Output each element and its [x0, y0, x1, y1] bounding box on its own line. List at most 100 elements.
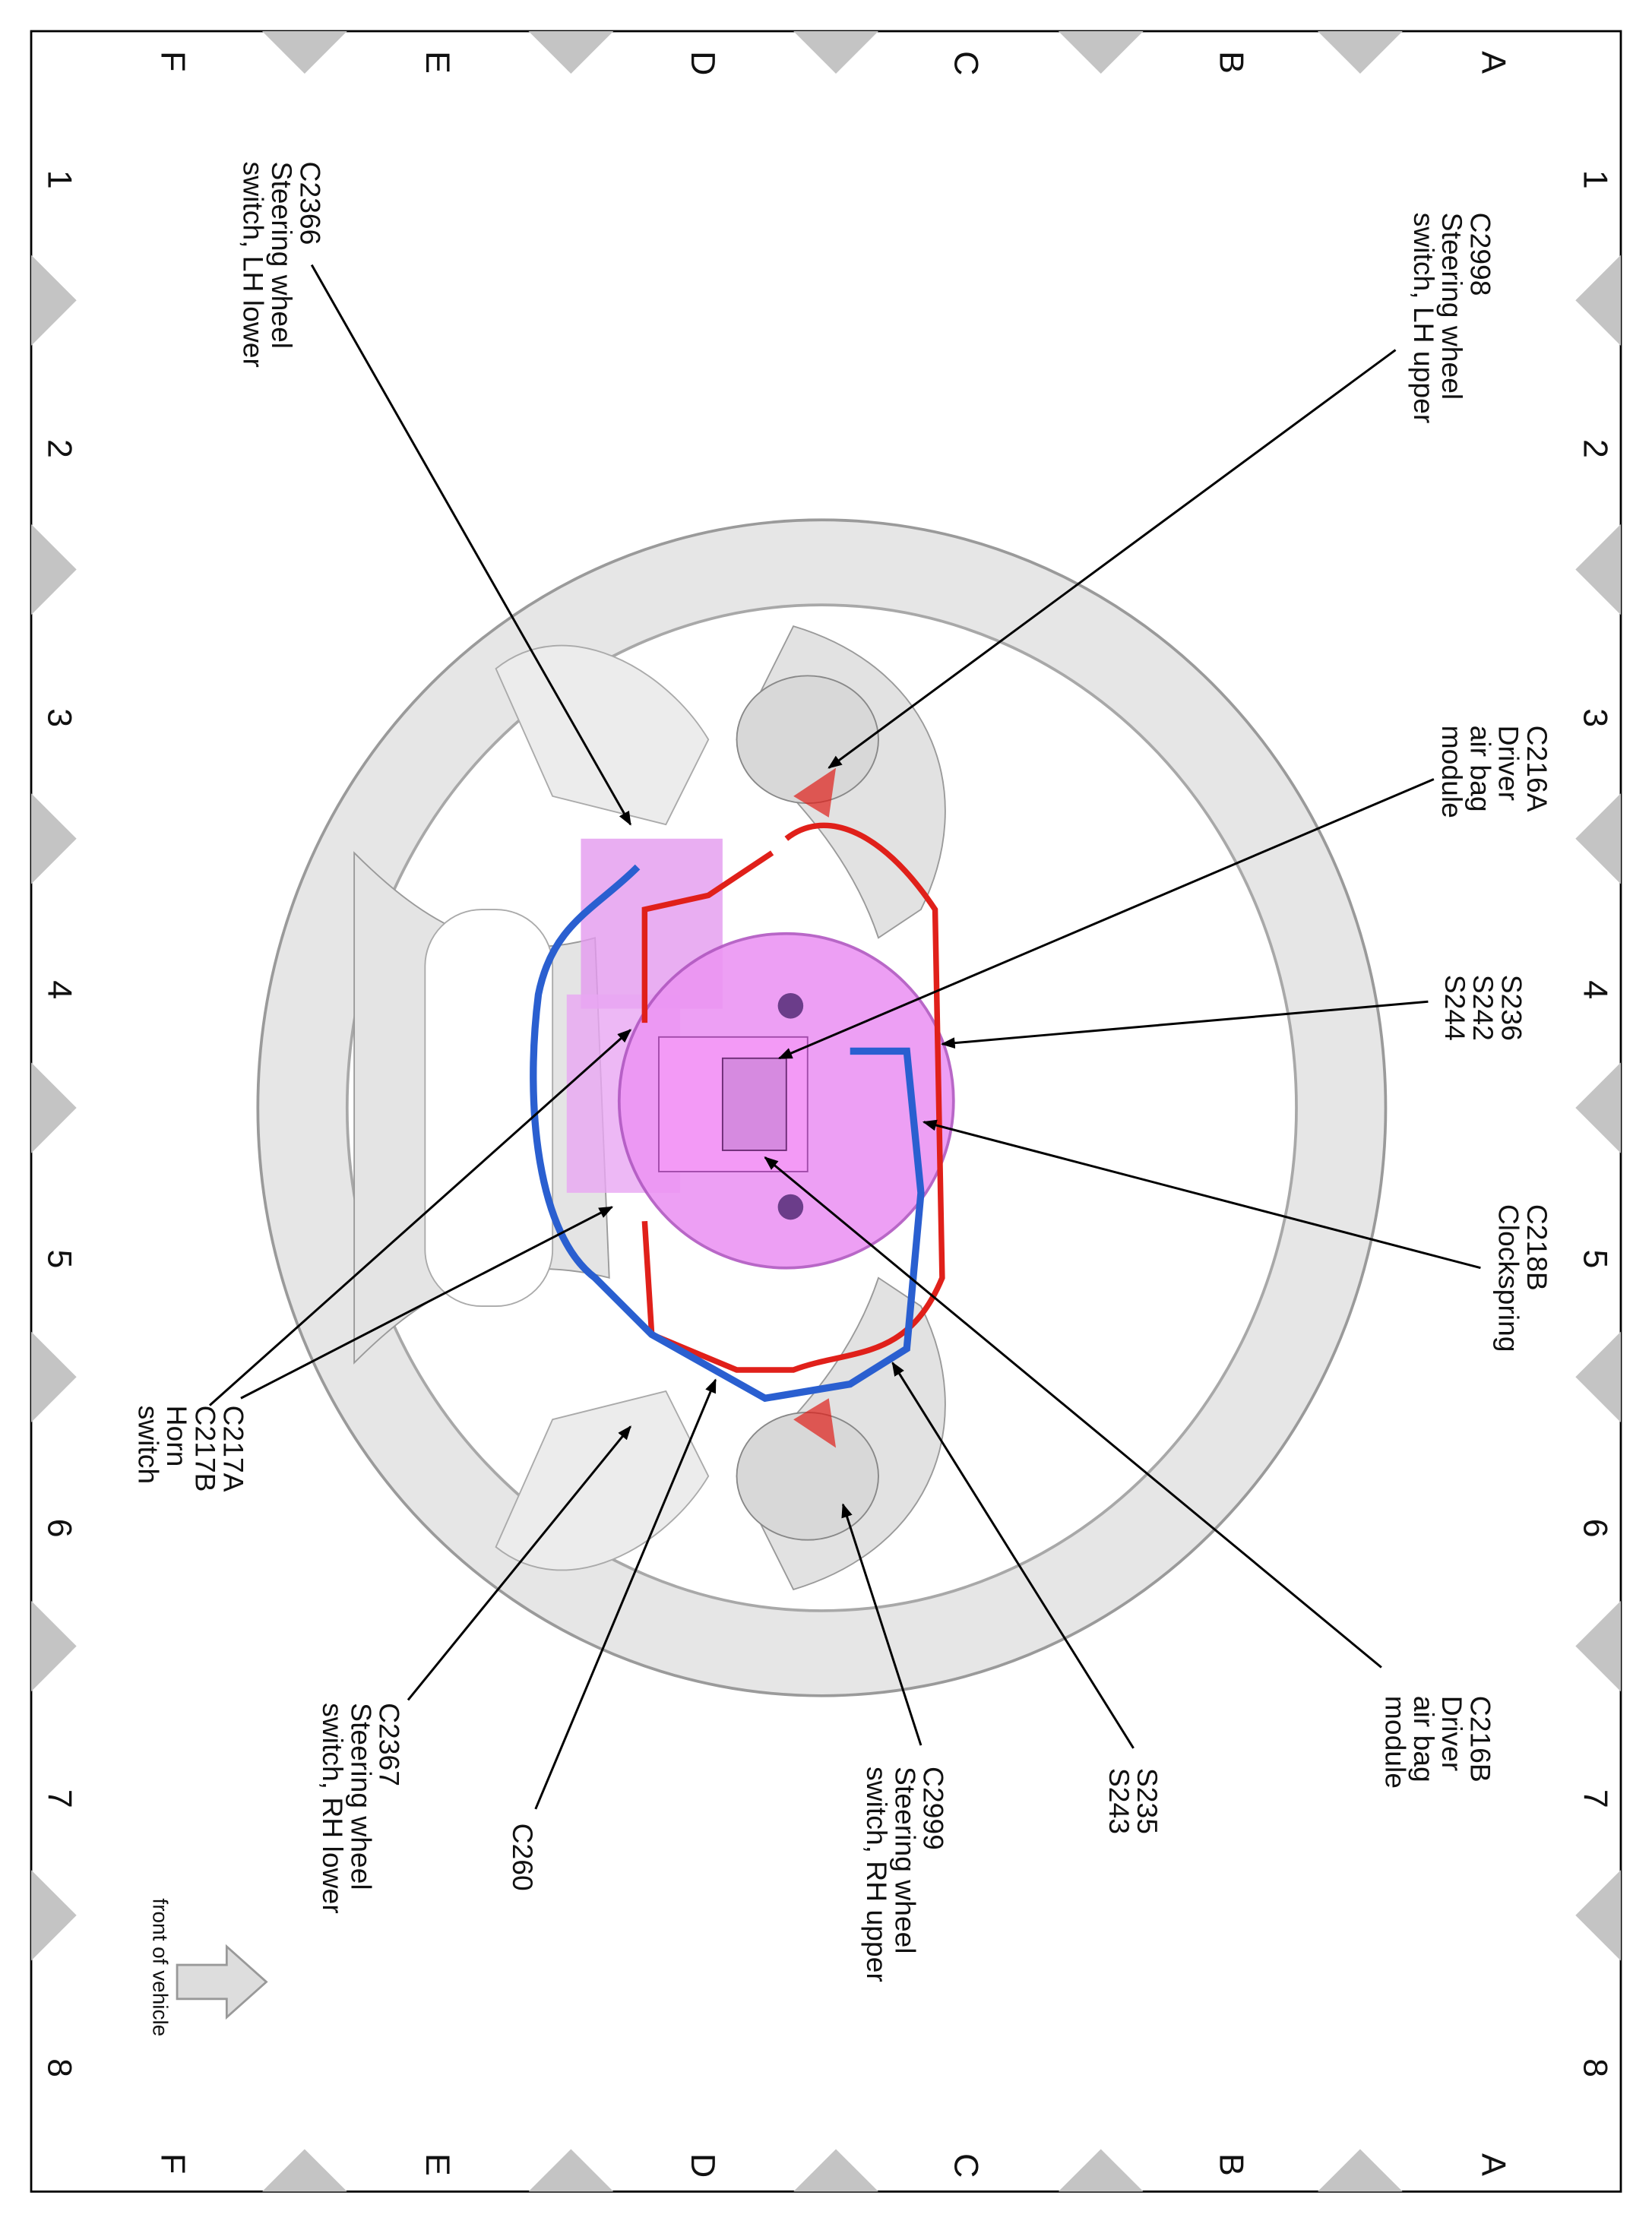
callout-line: C216A [1521, 726, 1553, 812]
grid-marker [31, 1331, 77, 1422]
grid-column-label: 8 [40, 2058, 78, 2077]
grid-marker [1575, 1600, 1621, 1692]
callout-line: air bag [1408, 1696, 1440, 1783]
grid-marker [1575, 1331, 1621, 1422]
grid-row-label: E [419, 51, 457, 74]
callout-line: S235 [1131, 1768, 1163, 1834]
callout-line: switch, RH upper [861, 1767, 893, 1982]
grid-marker [1575, 1062, 1621, 1153]
grid-column-label: 1 [1577, 170, 1615, 189]
grid-row-label: D [684, 2153, 722, 2178]
grid-markers [31, 31, 1621, 2192]
callout-line: C2366 [294, 162, 326, 245]
callout-line: C217B [189, 1406, 221, 1492]
callout-line: Steering wheel [889, 1767, 921, 1954]
grid-marker [793, 31, 878, 74]
callout-c2998: C2998 Steering wheel switch, LH upper [1408, 213, 1497, 424]
callout-c260: C260 [507, 1824, 539, 1891]
grid-marker [1575, 1870, 1621, 1961]
callout-c2999: C2999 Steering wheel switch, RH upper [861, 1767, 950, 1982]
grid-row-label: C [948, 2153, 986, 2178]
front-of-vehicle-indicator: front of vehicle [148, 1898, 268, 2036]
callout-line: Clockspring [1493, 1204, 1525, 1352]
callout-line: module [1379, 1696, 1411, 1789]
grid-column-label: 7 [1577, 1789, 1615, 1808]
grid-row-label: F [154, 51, 192, 71]
grid-marker [528, 2149, 614, 2192]
callout-c2366: C2366 Steering wheel switch, LH lower [238, 162, 327, 368]
callout-line: C217A [218, 1406, 250, 1492]
grid-row-label: F [154, 2153, 192, 2174]
grid-row-label: D [684, 51, 722, 75]
callout-line: module [1436, 726, 1468, 818]
front-of-vehicle-label: front of vehicle [148, 1898, 172, 2036]
callout-line: air bag [1464, 726, 1496, 812]
grid-marker [1317, 31, 1403, 74]
grid-column-label: 8 [1577, 2058, 1615, 2077]
grid-marker [31, 793, 77, 884]
callout-line: Steering wheel [266, 162, 298, 350]
grid-marker [1575, 524, 1621, 615]
grid-marker [31, 1600, 77, 1692]
callout-line: Driver [1436, 1696, 1468, 1771]
grid-labels: A A B B C C D D E E F F 1 1 2 2 3 3 4 4 5 5 6 6 7 7 8 8 [40, 51, 1614, 2178]
grid-row-label: C [948, 51, 986, 75]
callout-line: switch, LH upper [1408, 213, 1440, 424]
callout-line: Horn [161, 1406, 193, 1467]
grid-marker [31, 1062, 77, 1153]
callout-line: C218B [1521, 1204, 1553, 1291]
grid-column-label: 1 [40, 170, 78, 189]
grid-row-label: A [1474, 2153, 1512, 2176]
callout-line: S244 [1439, 975, 1471, 1041]
callout-c218b: C218B Clockspring [1493, 1204, 1553, 1352]
grid-marker [261, 31, 347, 74]
grid-row-label: B [1212, 51, 1250, 74]
grid-marker [1317, 2149, 1403, 2192]
grid-column-label: 6 [40, 1519, 78, 1538]
grid-column-label: 3 [40, 708, 78, 727]
grid-column-label: 5 [1577, 1249, 1615, 1268]
grid-marker [793, 2149, 878, 2192]
grid-marker [528, 31, 614, 74]
callout-line: switch, RH lower [317, 1703, 349, 1913]
callout-s235: S235 S243 [1103, 1768, 1163, 1842]
grid-column-label: 5 [40, 1249, 78, 1268]
grid-column-label: 4 [1577, 980, 1615, 999]
callout-s236: S236 S242 S244 [1439, 975, 1528, 1049]
callout-line: S243 [1103, 1768, 1135, 1834]
callout-line: C2999 [918, 1767, 950, 1850]
grid-column-label: 2 [40, 439, 78, 458]
callout-line: S236 [1495, 975, 1527, 1041]
grid-marker [31, 1870, 77, 1961]
grid-marker [1058, 2149, 1144, 2192]
callout-line: switch, LH lower [238, 162, 270, 368]
grid-marker [31, 524, 77, 615]
callout-line: Steering wheel [345, 1703, 377, 1890]
callout-c216b: C216B Driver air bag module [1379, 1696, 1496, 1790]
callout-c2367: C2367 Steering wheel switch, RH lower [317, 1703, 406, 1913]
callout-line: C260 [507, 1824, 539, 1891]
front-arrow-icon [176, 1944, 268, 2020]
steering-wheel [256, 518, 1388, 1697]
grid-row-label: E [419, 2153, 457, 2176]
grid-column-label: 3 [1577, 708, 1615, 727]
grid-row-label: B [1212, 2153, 1250, 2176]
grid-marker [1575, 793, 1621, 884]
grid-marker [1058, 31, 1144, 74]
leader-lines [208, 264, 1481, 1810]
grid-marker [1575, 255, 1621, 346]
grid-column-label: 4 [40, 980, 78, 999]
callout-line: S242 [1467, 975, 1499, 1041]
grid-marker [31, 255, 77, 346]
callout-line: Driver [1493, 726, 1525, 801]
callout-line: C216B [1464, 1696, 1496, 1783]
callout-c217: C217A C217B Horn switch [133, 1406, 250, 1500]
callout-line: C2367 [374, 1703, 406, 1786]
grid-row-label: A [1474, 51, 1512, 74]
grid-column-label: 6 [1577, 1519, 1615, 1538]
callout-line: Steering wheel [1436, 213, 1468, 400]
grid-column-label: 7 [40, 1789, 78, 1808]
grid-marker [261, 2149, 347, 2192]
grid-column-label: 2 [1577, 439, 1615, 458]
